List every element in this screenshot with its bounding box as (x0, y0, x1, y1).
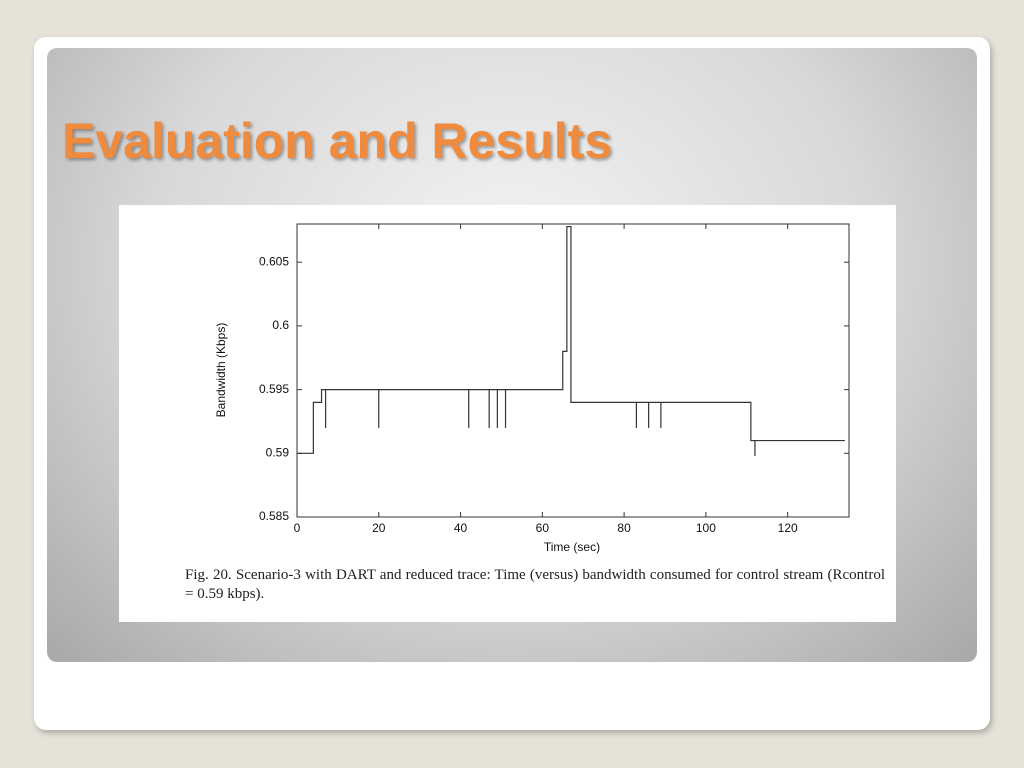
x-axis-label: Time (sec) (544, 540, 600, 554)
y-tick-label: 0.585 (259, 509, 289, 523)
x-tick-label: 120 (778, 521, 798, 535)
trace-line (297, 225, 845, 456)
x-tick-label: 80 (617, 521, 631, 535)
figure-box (119, 205, 896, 622)
x-tick-label: 20 (372, 521, 386, 535)
y-tick-label: 0.6 (272, 318, 289, 332)
y-tick-label: 0.595 (259, 382, 289, 396)
plot-frame (296, 223, 850, 518)
slide-title: Evaluation and Results (62, 113, 613, 169)
x-tick-label: 60 (536, 521, 550, 535)
x-tick-label: 0 (294, 521, 301, 535)
x-tick-label: 40 (454, 521, 468, 535)
y-tick-label: 0.59 (266, 445, 290, 459)
figure-caption: Fig. 20. Scenario-3 with DART and reduce… (185, 567, 885, 602)
y-axis-label: Bandwidth (Kbps) (214, 323, 228, 418)
x-tick-label: 100 (696, 521, 716, 535)
y-tick-label: 0.605 (259, 254, 289, 268)
